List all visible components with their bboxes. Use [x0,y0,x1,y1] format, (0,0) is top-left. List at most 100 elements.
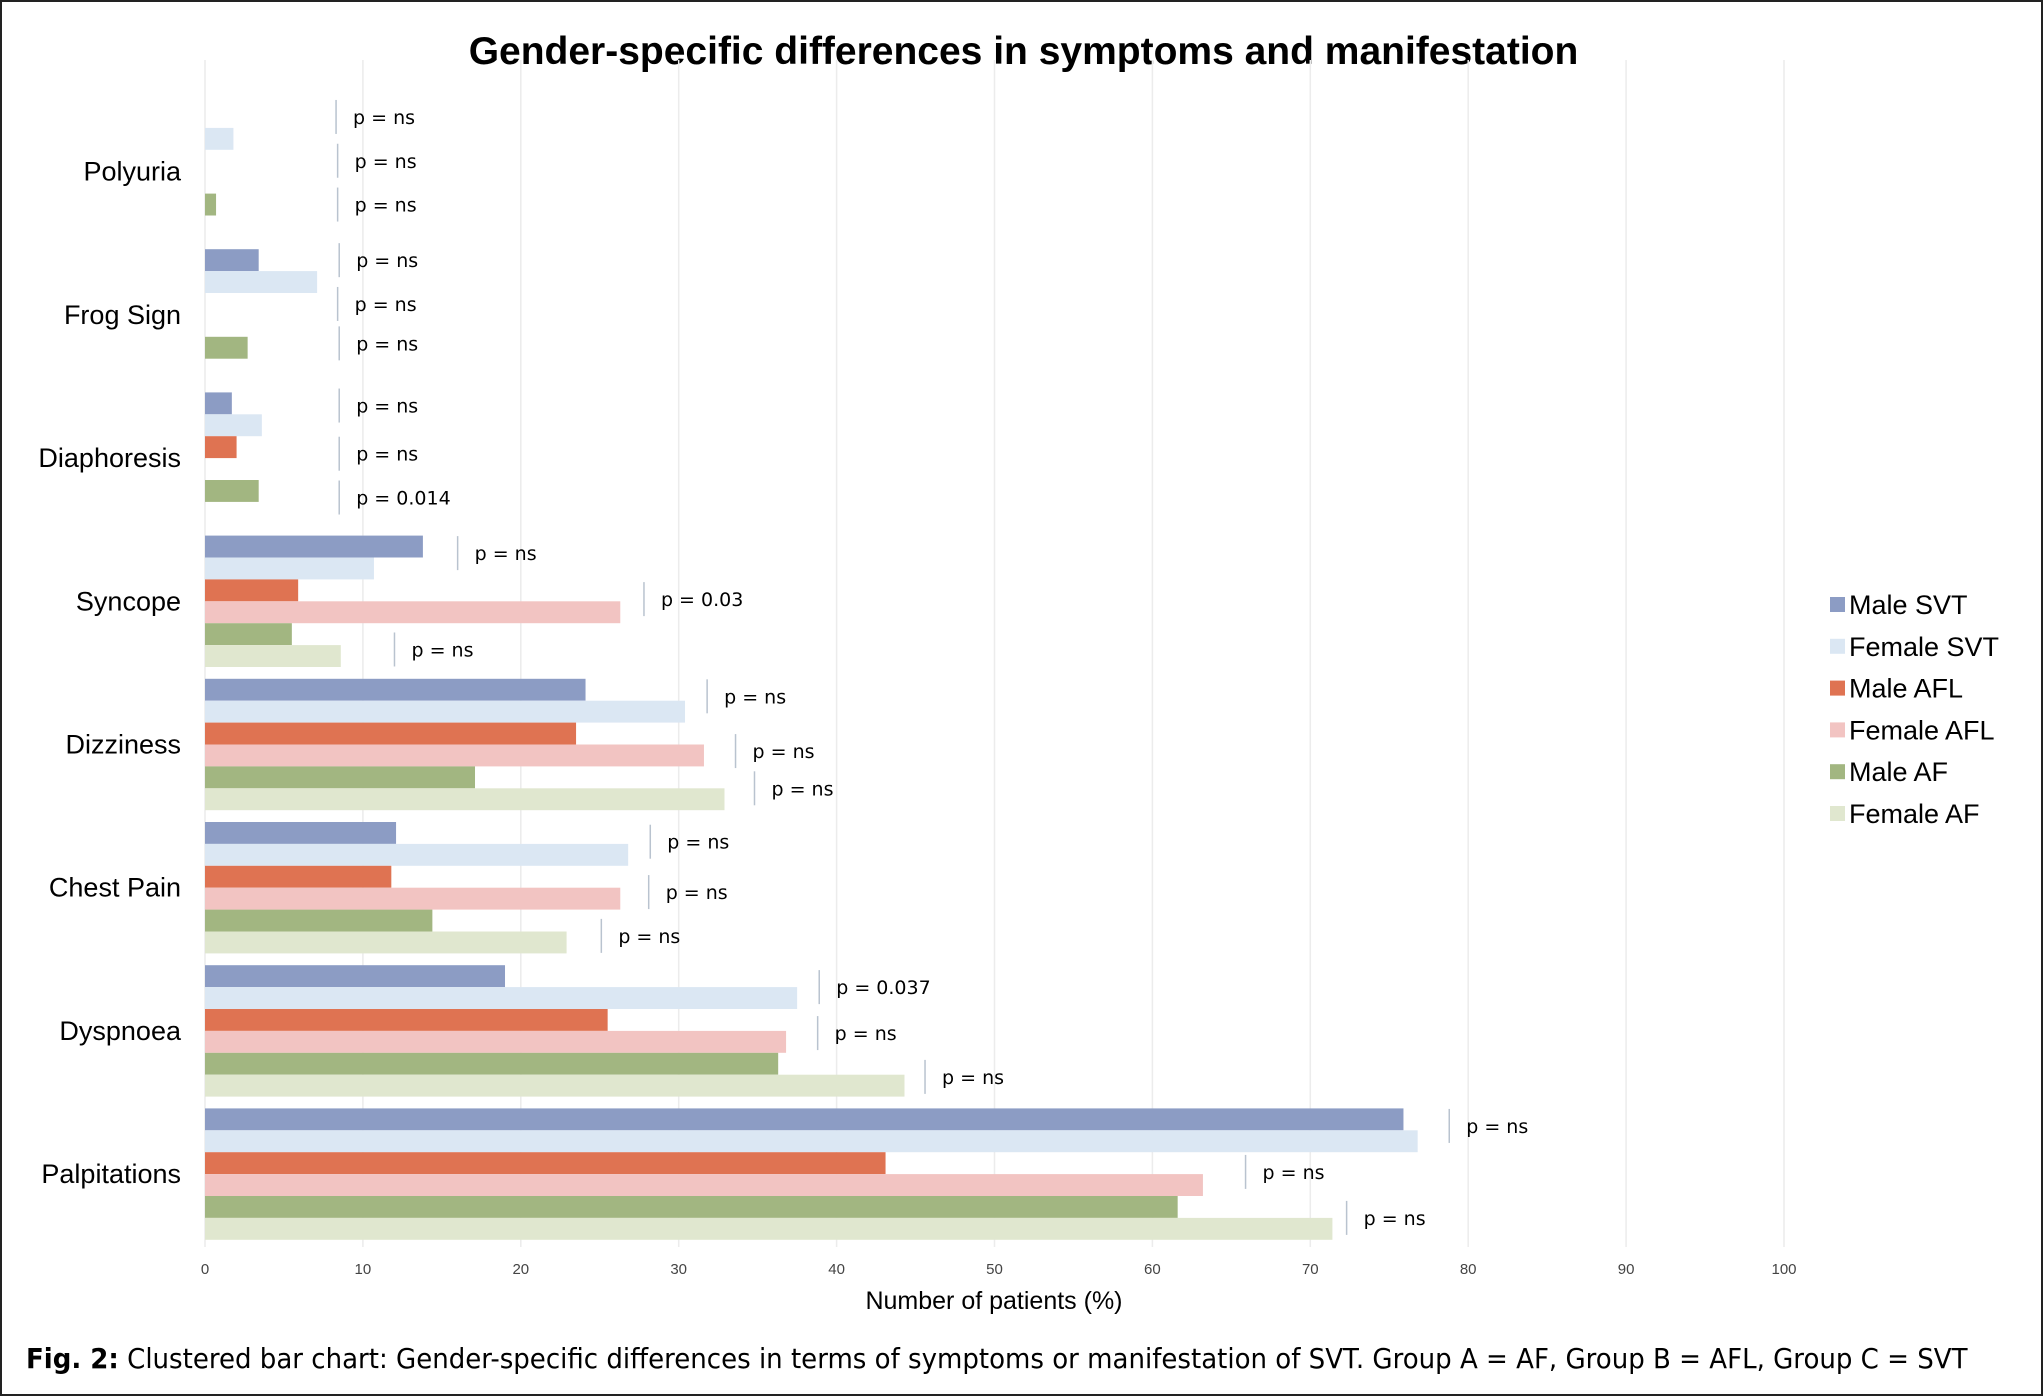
bar [205,193,217,216]
bar [205,1174,1203,1196]
bar [205,722,577,745]
legend-swatch [1830,722,1845,738]
bar [205,1030,787,1053]
legend: Male SVT Female SVT Male AFL Female AFL Male… [1830,590,1999,829]
category-label: Dyspnoea [59,1016,182,1046]
legend-swatch [1830,680,1845,696]
p-value-annotations: p = ns p = ns p = ns p = ns p = ns p = ns p = … [335,99,1528,1235]
bar [205,1217,1333,1240]
bar [205,392,232,415]
bar [205,788,725,811]
p-value-label: p = ns [942,1067,1004,1089]
bar [205,414,262,437]
bar [205,909,433,932]
p-value-label: p = ns [356,444,418,466]
bar [205,480,259,502]
p-value-label: p = ns [1263,1162,1325,1184]
x-tick-label: 80 [1460,1261,1477,1278]
legend-swatch [1830,806,1845,821]
p-value-label: p = ns [411,639,473,661]
x-tick-label: 70 [1302,1261,1319,1278]
bar [205,645,341,667]
bar [205,1196,1178,1218]
bar [205,1108,1404,1131]
p-value-label: p = 0.014 [356,488,450,510]
caption-text: Clustered bar chart: Gender-specific dif… [118,1342,1968,1375]
legend-label: Male AFL [1849,674,1963,704]
bar [205,744,704,767]
p-value-label: p = ns [1364,1208,1426,1230]
bar [205,887,621,910]
bar [205,579,299,602]
category-label: Frog Sign [64,300,181,330]
x-tick-label: 40 [828,1261,845,1278]
x-tick-label: 90 [1618,1261,1635,1278]
legend-label: Female AF [1849,799,1980,829]
p-value-label: p = ns [355,151,417,173]
category-label: Palpitations [41,1159,181,1189]
gridlines [204,60,1785,1247]
category-label: Polyuria [83,157,182,187]
chart-title: Gender-specific differences in symptoms … [468,30,1579,73]
bar [205,1130,1418,1153]
legend-label: Female AFL [1849,715,1995,745]
bar [205,336,248,359]
category-labels: Polyuria Frog Sign Diaphoresis Syncope Dizzi… [38,157,182,1189]
p-value-label: p = ns [1466,1116,1528,1138]
category-label: Dizziness [65,730,181,760]
bar [205,623,292,646]
p-value-label: p = ns [771,778,833,800]
p-value-label: p = 0.037 [836,977,930,999]
x-tick-label: 10 [355,1261,372,1278]
p-value-label: p = ns [667,832,729,854]
legend-swatch [1830,597,1845,612]
bar [205,865,392,888]
bar [205,987,798,1009]
bars [205,127,1418,1240]
p-value-label: p = ns [835,1023,897,1045]
category-label: Syncope [76,586,181,616]
p-value-label: p = ns [355,195,417,217]
bar [205,843,629,866]
p-value-label: p = 0.03 [661,589,743,611]
x-axis-ticks: 0 10 20 30 40 50 60 70 80 90 100 [201,1261,1797,1278]
p-value-label: p = ns [618,926,680,948]
x-tick-label: 50 [986,1261,1003,1278]
legend-label: Male SVT [1849,590,1968,620]
bar [205,700,686,723]
category-label: Chest Pain [49,873,181,903]
bar-chart: 0 10 20 30 40 50 60 70 80 90 100 Polyuria Frog Sign… [38,60,1999,1315]
x-axis-label: Number of patients (%) [865,1287,1122,1315]
bar [205,678,586,701]
p-value-label: p = ns [724,686,786,708]
legend-label: Male AF [1849,757,1948,787]
legend-swatch [1830,638,1845,654]
bar [205,535,423,558]
p-value-label: p = ns [355,294,417,316]
x-tick-label: 30 [670,1261,687,1278]
p-value-label: p = ns [753,741,815,763]
caption-prefix: Fig. 2: [26,1342,119,1375]
bar [205,1052,779,1075]
category-label: Diaphoresis [38,443,181,473]
bar [205,249,259,272]
x-tick-label: 100 [1771,1261,1796,1278]
bar [205,601,621,624]
p-value-label: p = ns [356,333,418,355]
bar [205,127,234,150]
bar [205,557,374,580]
p-value-label: p = ns [475,543,537,565]
p-value-label: p = ns [356,250,418,272]
bar [205,965,506,988]
bar [205,1152,886,1175]
bar [205,766,476,789]
figure-caption: Fig. 2: Clustered bar chart: Gender-spec… [26,1342,1967,1375]
p-value-label: p = ns [666,882,728,904]
bar [205,822,397,844]
bar [205,1074,905,1097]
bar [205,931,567,954]
x-tick-label: 60 [1144,1261,1161,1278]
x-tick-label: 20 [512,1261,529,1278]
legend-label: Female SVT [1849,632,1999,662]
